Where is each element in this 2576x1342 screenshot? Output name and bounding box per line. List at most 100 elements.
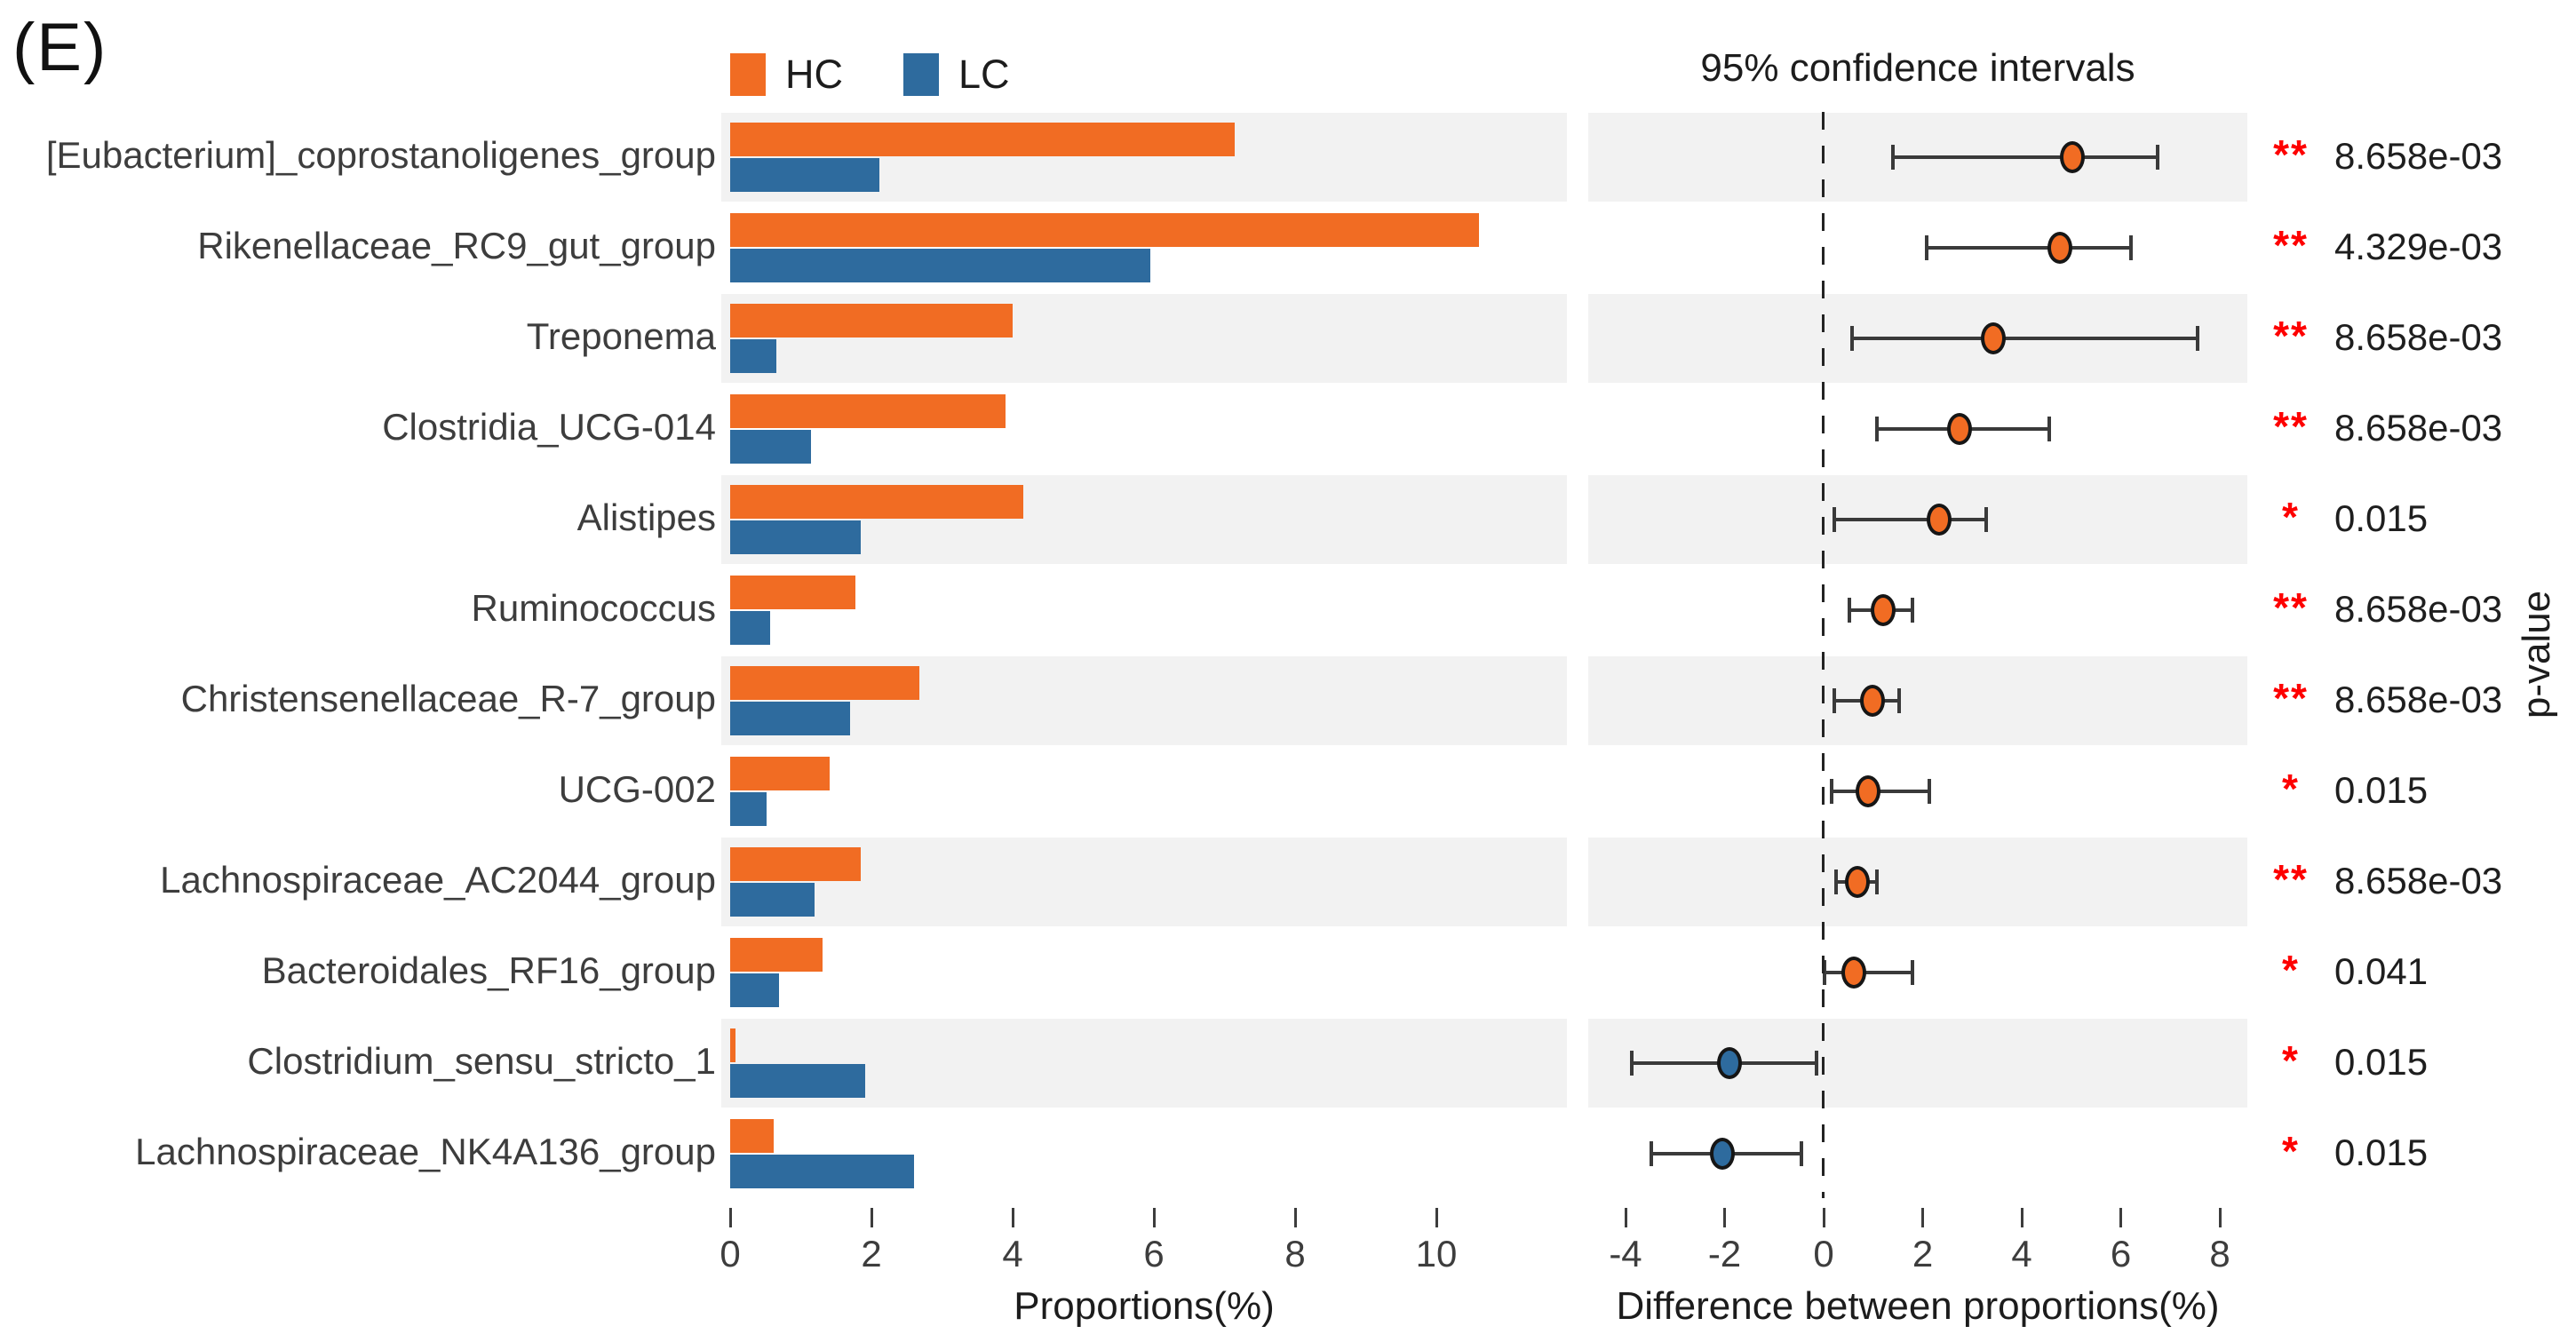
p-value: 8.658e-03: [2334, 135, 2503, 177]
taxa-label: Christensenellaceae_R-7_group: [180, 678, 716, 719]
ci-cap-right: [2196, 326, 2200, 351]
ci-cap-right: [1800, 1141, 1804, 1166]
row-band-left: [721, 928, 1567, 1017]
ci-cap-right: [1897, 688, 1902, 713]
p-value: 0.041: [2334, 950, 2429, 992]
right-axis-tick-label: 4: [2011, 1233, 2032, 1275]
left-axis-tick: [1293, 1208, 1297, 1227]
ci-line: [1824, 971, 1913, 974]
right-axis-tick-label: -4: [1609, 1233, 1642, 1275]
right-axis-tick: [1822, 1208, 1825, 1227]
row-band-right: [1588, 656, 2247, 745]
ci-mean-dot: [1856, 775, 1881, 807]
lc-bar: [730, 158, 879, 192]
row-band-right: [1588, 838, 2247, 926]
left-axis-tick: [1152, 1208, 1156, 1227]
lc-bar: [730, 702, 851, 735]
lc-bar: [730, 883, 815, 917]
lc-bar: [730, 792, 767, 826]
ci-mean-dot: [1870, 594, 1896, 626]
left-axis-tick: [1435, 1208, 1438, 1227]
significance-stars: **: [2273, 856, 2309, 902]
taxa-label: Treponema: [526, 315, 716, 357]
left-axis-tick-label: 2: [861, 1233, 882, 1275]
ci-cap-left: [1832, 688, 1836, 713]
lc-bar: [730, 249, 1151, 282]
legend-swatch-hc: [730, 53, 766, 96]
lc-bar: [730, 973, 779, 1007]
ci-mean-dot: [1844, 866, 1870, 898]
right-axis-tick-label: 6: [2110, 1233, 2132, 1275]
p-value: 8.658e-03: [2334, 407, 2503, 449]
p-value: 0.015: [2334, 769, 2429, 811]
legend: HC LC: [730, 52, 1010, 98]
p-value: 0.015: [2334, 1041, 2429, 1083]
ci-mean-dot: [1709, 1138, 1735, 1170]
right-axis-tick: [1723, 1208, 1726, 1227]
legend-swatch-lc: [903, 53, 939, 96]
right-axis-tick-label: 0: [1813, 1233, 1834, 1275]
p-value: 0.015: [2334, 497, 2429, 539]
hc-bar: [730, 213, 1479, 247]
hc-bar: [730, 847, 862, 881]
taxa-label: Lachnospiraceae_AC2044_group: [160, 859, 716, 901]
lc-bar: [730, 1155, 914, 1188]
left-axis-title: Proportions(%): [1014, 1284, 1275, 1328]
ci-panel-title: 95% confidence intervals: [1700, 46, 2135, 90]
row-band-left: [721, 747, 1567, 836]
p-value: 8.658e-03: [2334, 588, 2503, 630]
significance-stars: *: [2282, 766, 2300, 812]
hc-bar: [730, 1028, 736, 1062]
ci-cap-left: [1832, 507, 1836, 532]
ci-cap-right: [2128, 235, 2133, 260]
p-value: 8.658e-03: [2334, 316, 2503, 358]
right-axis-tick: [2020, 1208, 2023, 1227]
right-axis-tick-label: 8: [2209, 1233, 2230, 1275]
ci-line: [1926, 246, 2131, 250]
hc-bar: [730, 666, 920, 700]
right-axis-tick: [2119, 1208, 2122, 1227]
lc-bar: [730, 339, 776, 373]
significance-stars: **: [2273, 675, 2309, 721]
significance-stars: **: [2273, 131, 2309, 178]
ci-mean-dot: [2059, 141, 2085, 173]
ci-cap-right: [1875, 870, 1880, 894]
significance-stars: *: [2282, 947, 2300, 993]
ci-cap-left: [1875, 417, 1880, 441]
significance-stars: *: [2282, 1128, 2300, 1174]
significance-stars: **: [2273, 584, 2309, 631]
taxa-label: Bacteroidales_RF16_group: [261, 949, 716, 991]
ci-cap-right: [1927, 779, 1931, 804]
hc-bar: [730, 123, 1236, 156]
ci-line: [1893, 155, 2158, 159]
right-axis-tick-label: 2: [1912, 1233, 1934, 1275]
right-axis-tick: [2218, 1208, 2222, 1227]
left-axis-tick: [870, 1208, 873, 1227]
ci-mean-dot: [1717, 1047, 1743, 1079]
legend-label-hc: HC: [785, 52, 843, 97]
right-axis-tick: [1624, 1208, 1627, 1227]
ci-cap-right: [1984, 507, 1989, 532]
left-axis-tick-label: 8: [1284, 1233, 1306, 1275]
ci-cap-right: [2155, 145, 2159, 170]
row-band-right: [1588, 928, 2247, 1017]
taxa-label: Ruminococcus: [471, 587, 716, 629]
taxa-label: [Eubacterium]_coprostanoligenes_group: [45, 134, 716, 176]
p-value: 8.658e-03: [2334, 860, 2503, 901]
taxa-label: Lachnospiraceae_NK4A136_group: [135, 1131, 716, 1172]
right-axis-tick-label: -2: [1707, 1233, 1742, 1275]
ci-cap-right: [2047, 417, 2052, 441]
ci-cap-left: [1847, 598, 1851, 623]
lc-bar: [730, 430, 812, 464]
left-axis-tick: [728, 1208, 732, 1227]
significance-stars: *: [2282, 1037, 2300, 1084]
legend-label-lc: LC: [958, 52, 1010, 97]
ci-cap-left: [1829, 779, 1833, 804]
significance-stars: **: [2273, 222, 2309, 268]
ci-cap-left: [1629, 1051, 1634, 1076]
ci-mean-dot: [1926, 504, 1952, 536]
hc-bar: [730, 757, 831, 790]
row-band-right: [1588, 566, 2247, 655]
hc-bar: [730, 576, 855, 609]
ci-line: [1833, 518, 1987, 521]
